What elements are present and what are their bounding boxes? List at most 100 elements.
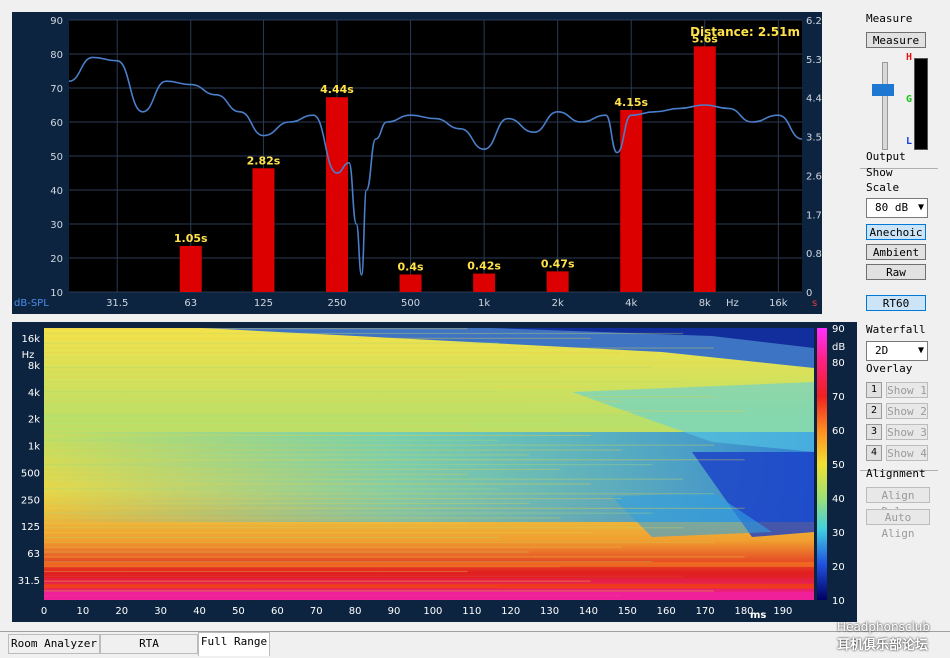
x-tick: 150 xyxy=(618,606,637,617)
y-ticks: 16k 8k 4k 2k 1k 500 250 125 63 31.5 xyxy=(18,334,40,587)
x-tick: 40 xyxy=(193,606,206,617)
overlay-show-1-button[interactable]: Show 1 xyxy=(886,382,928,398)
tab-full-range[interactable]: Full Range xyxy=(198,632,270,656)
overlay-show-4-button[interactable]: Show 4 xyxy=(886,445,928,461)
x-tick: 125 xyxy=(254,298,273,309)
rt60-bar-label: 4.44s xyxy=(320,83,354,96)
y-tick: 8k xyxy=(28,361,40,372)
waterfall-select[interactable]: 2D ▼ xyxy=(866,341,928,361)
rt60-bars: 1.05s 2.82s 4.44s 0.4s 0.42s 0.47s 4.15s 5.6s xyxy=(174,32,718,292)
overlay-show-2-button[interactable]: Show 2 xyxy=(886,403,928,419)
y-unit: Hz xyxy=(22,350,35,361)
raw-button[interactable]: Raw xyxy=(866,264,926,280)
watermark: Headphonsclub 耳机俱乐部论坛 xyxy=(837,620,930,653)
color-tick: 30 xyxy=(832,528,845,539)
distance-label: Distance: 2.51m xyxy=(690,25,800,39)
rt60-bar-label: 2.82s xyxy=(247,154,281,167)
y-right-tick: 5.31 xyxy=(806,55,822,66)
x-tick: 180 xyxy=(734,606,753,617)
x-unit: Hz xyxy=(726,298,739,309)
y-right-tick: 0 xyxy=(806,288,812,299)
show-heading: Show xyxy=(866,166,893,179)
slider-thumb[interactable] xyxy=(872,84,894,96)
color-unit: dB xyxy=(832,342,845,353)
anechoic-button[interactable]: Anechoic xyxy=(866,224,926,240)
tab-room-analyzer[interactable]: Room Analyzer xyxy=(8,634,100,654)
meter-label-l: L xyxy=(906,136,913,147)
rt60-bar-label: 5.6s xyxy=(692,32,718,45)
color-scale-bar xyxy=(817,328,827,600)
color-tick: 40 xyxy=(832,494,845,505)
tab-rta[interactable]: RTA xyxy=(100,634,198,654)
y-tick: 1k xyxy=(28,442,40,453)
color-tick: 70 xyxy=(832,392,845,403)
bottom-tab-bar: Room Analyzer RTA Full Range xyxy=(0,631,950,658)
color-tick: 20 xyxy=(832,562,845,573)
x-tick: 20 xyxy=(115,606,128,617)
overlay-label: Overlay xyxy=(866,362,913,375)
y-tick: 500 xyxy=(21,468,40,479)
watermark-line2: 耳机俱乐部论坛 xyxy=(837,638,929,653)
x-tick: 30 xyxy=(154,606,167,617)
overlay-slot-1[interactable]: 1 xyxy=(866,382,882,398)
overlay-slot-4[interactable]: 4 xyxy=(866,445,882,461)
x-tick: 8k xyxy=(699,298,711,309)
waterfall-label: Waterfall xyxy=(866,323,926,336)
x-tick: 50 xyxy=(232,606,245,617)
frequency-response-curve xyxy=(68,56,803,276)
scale-value: 80 dB xyxy=(875,201,909,214)
rt60-frequency-chart: 1.05s 2.82s 4.44s 0.4s 0.42s 0.47s 4.15s 5.6s 9… xyxy=(12,12,822,314)
y-left-tick: 50 xyxy=(50,152,63,163)
y-left-tick: 30 xyxy=(50,220,63,231)
x-tick: 130 xyxy=(540,606,559,617)
y-tick: 4k xyxy=(28,388,40,399)
output-slider[interactable] xyxy=(872,62,896,150)
x-tick: 16k xyxy=(769,298,788,309)
rt60-bar-label: 0.47s xyxy=(541,257,575,270)
y-right-unit: s xyxy=(812,298,817,309)
auto-align-button[interactable]: Auto Align xyxy=(866,509,930,540)
control-sidebar: Measure Measure H G L Output Show Scale … xyxy=(858,10,940,620)
overlay-slot-2[interactable]: 2 xyxy=(866,403,882,419)
y-left-tick: 80 xyxy=(50,50,63,61)
measure-button[interactable]: Measure xyxy=(866,32,926,48)
spectrogram-plot xyxy=(44,328,814,600)
x-tick: 1k xyxy=(478,298,490,309)
y-tick: 63 xyxy=(27,549,40,560)
y-left-unit: dB-SPL xyxy=(14,298,49,309)
y-left-tick: 60 xyxy=(50,118,63,129)
rt60-button[interactable]: RT60 xyxy=(866,295,926,311)
alignment-label: Alignment xyxy=(866,467,926,480)
rt60-bar xyxy=(620,109,643,292)
rt60-bar xyxy=(252,168,275,292)
y-tick: 125 xyxy=(21,522,40,533)
y-tick: 250 xyxy=(21,495,40,506)
y-tick: 16k xyxy=(21,334,40,345)
rt60-bar-label: 1.05s xyxy=(174,232,208,245)
x-tick: 140 xyxy=(579,606,598,617)
align-delay-button[interactable]: Align Delay xyxy=(866,487,930,518)
y-right-tick: 1.77 xyxy=(806,210,822,221)
x-unit: ms xyxy=(750,610,766,621)
x-tick: 190 xyxy=(773,606,792,617)
x-tick: 63 xyxy=(184,298,197,309)
overlay-show-3-button[interactable]: Show 3 xyxy=(886,424,928,440)
chevron-down-icon: ▼ xyxy=(917,202,924,213)
measure-heading: Measure xyxy=(866,12,913,25)
output-label: Output xyxy=(866,150,906,163)
x-tick: 250 xyxy=(327,298,346,309)
x-tick: 10 xyxy=(77,606,90,617)
overlay-slot-3[interactable]: 3 xyxy=(866,424,882,440)
scale-select[interactable]: 80 dB ▼ xyxy=(866,198,928,218)
color-tick: 80 xyxy=(832,358,845,369)
color-tick: 50 xyxy=(832,460,845,471)
y-tick: 31.5 xyxy=(18,576,40,587)
x-ticks: 31.5 63 125 250 500 1k 2k 4k 8k 16k xyxy=(106,298,788,309)
y-left-tick: 90 xyxy=(50,16,63,27)
y-right-tick: 6.2 xyxy=(806,16,822,27)
y-right-tick: 4.43 xyxy=(806,94,822,105)
color-tick: 60 xyxy=(832,426,845,437)
ambient-button[interactable]: Ambient xyxy=(866,244,926,260)
rt60-bar xyxy=(546,271,569,292)
x-tick: 170 xyxy=(696,606,715,617)
